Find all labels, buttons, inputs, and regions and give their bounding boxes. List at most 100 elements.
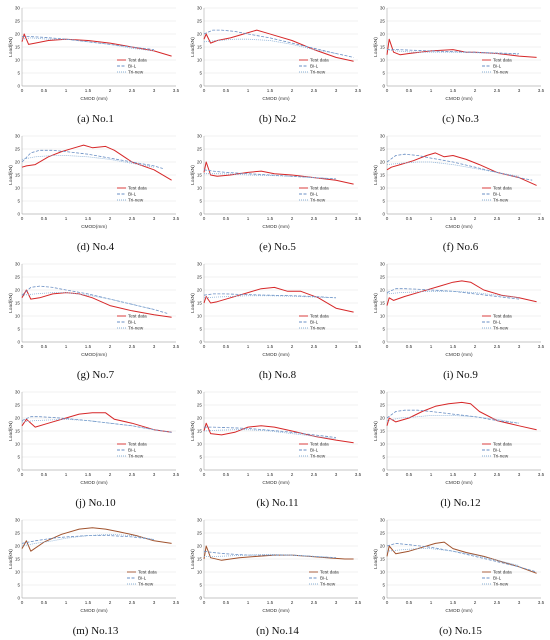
y-tick-label: 25 bbox=[380, 403, 386, 408]
x-tick-label: 1.5 bbox=[85, 216, 92, 221]
x-tick-label: 0.5 bbox=[41, 88, 48, 93]
x-tick-label: 3.5 bbox=[355, 88, 362, 93]
chart-panel: 0 5 10 15 20 25 30 0 0.5 1 1.5 2 2.5 3 3.5 CMOD (mm) Loa… bbox=[8, 386, 183, 512]
series-line-bi-l bbox=[386, 153, 533, 181]
y-axis-label: Load(kN) bbox=[373, 421, 379, 441]
y-tick-label: 30 bbox=[15, 262, 21, 267]
x-tick-label: 0 bbox=[203, 88, 206, 93]
x-tick-label: 1 bbox=[430, 216, 433, 221]
x-tick-label: 2.5 bbox=[129, 216, 136, 221]
x-tick-label: 1 bbox=[247, 600, 250, 605]
y-tick-label: 0 bbox=[382, 468, 385, 473]
x-axis-label: CMOD (mm) bbox=[262, 608, 290, 614]
y-tick-label: 20 bbox=[380, 544, 386, 549]
line-chart: 0 5 10 15 20 25 30 0 0.5 1 1.5 2 2.5 3 3.5 CMOD(mm) Load… bbox=[8, 134, 180, 230]
x-tick-label: 0.5 bbox=[223, 600, 230, 605]
series-line-tri-new bbox=[21, 533, 155, 547]
chart-panel: 0 5 10 15 20 25 30 0 0.5 1 1.5 2 2.5 3 3.5 CMOD(mm) Load… bbox=[8, 258, 183, 384]
legend-entry: Tri-new bbox=[128, 454, 144, 459]
x-tick-label: 0 bbox=[386, 216, 389, 221]
axis bbox=[21, 8, 176, 87]
x-axis-label: CMOD (mm) bbox=[445, 608, 473, 614]
y-tick-label: 15 bbox=[15, 557, 21, 562]
series-line-test-data bbox=[203, 161, 354, 185]
y-tick-label: 25 bbox=[197, 403, 203, 408]
panel-caption: (k) No.11 bbox=[256, 497, 299, 509]
legend-entry: Bi-L bbox=[310, 320, 319, 325]
panel-caption: (n) No.14 bbox=[256, 625, 299, 637]
x-axis-label: CMOD (mm) bbox=[262, 96, 290, 102]
y-tick-label: 25 bbox=[15, 19, 21, 24]
series-line-test-data bbox=[203, 545, 354, 561]
x-tick-label: 0 bbox=[386, 472, 389, 477]
y-tick-label: 20 bbox=[15, 544, 21, 549]
y-axis-label: Load(kN) bbox=[8, 37, 14, 57]
x-axis-label: CMOD (mm) bbox=[262, 352, 290, 358]
y-tick-label: 10 bbox=[380, 314, 386, 319]
legend-entry: Tri-new bbox=[493, 198, 509, 203]
legend-entry: Test data bbox=[128, 186, 147, 191]
legend-entry: Tri-new bbox=[310, 326, 326, 331]
x-axis-label: CMOD (mm) bbox=[262, 480, 290, 486]
panel-caption: (e) No.5 bbox=[259, 241, 296, 253]
y-tick-label: 25 bbox=[15, 531, 21, 536]
legend-entry: Test data bbox=[128, 314, 147, 319]
legend-entry: Test data bbox=[320, 570, 339, 575]
y-tick-label: 25 bbox=[380, 19, 386, 24]
series-line-tri-new bbox=[203, 38, 337, 54]
x-tick-label: 2 bbox=[109, 216, 112, 221]
x-tick-label: 2 bbox=[109, 344, 112, 349]
x-tick-label: 2 bbox=[291, 88, 294, 93]
line-chart: 0 5 10 15 20 25 30 0 0.5 1 1.5 2 2.5 3 3.5 CMOD (mm) Loa… bbox=[373, 134, 545, 230]
x-tick-label: 3.5 bbox=[538, 88, 545, 93]
panel-caption: (b) No.2 bbox=[258, 113, 297, 125]
y-tick-label: 25 bbox=[380, 275, 386, 280]
y-tick-label: 0 bbox=[382, 596, 385, 601]
series-line-bi-l bbox=[21, 535, 155, 544]
x-tick-label: 2.5 bbox=[129, 88, 136, 93]
y-tick-label: 0 bbox=[382, 84, 385, 89]
chart-panel: 0 5 10 15 20 25 30 0 0.5 1 1.5 2 2.5 3 3.5 CMOD (mm) Loa… bbox=[190, 514, 365, 640]
legend-entry: Test data bbox=[310, 186, 329, 191]
x-tick-label: 0.5 bbox=[406, 88, 413, 93]
x-tick-label: 1.5 bbox=[85, 88, 92, 93]
axis bbox=[203, 264, 358, 343]
axis bbox=[203, 520, 358, 599]
series-line-bi-l bbox=[386, 288, 520, 300]
axis bbox=[386, 520, 541, 599]
line-chart: 0 5 10 15 20 25 30 0 0.5 1 1.5 2 2.5 3 3.5 CMOD (mm) Loa… bbox=[373, 390, 545, 486]
series-line-bi-l bbox=[203, 29, 354, 58]
y-tick-label: 30 bbox=[197, 134, 203, 139]
x-tick-label: 0.5 bbox=[41, 472, 48, 477]
series-line-test-data bbox=[21, 289, 172, 318]
y-tick-label: 20 bbox=[15, 416, 21, 421]
x-tick-label: 2.5 bbox=[311, 216, 318, 221]
x-tick-label: 1.5 bbox=[85, 472, 92, 477]
x-tick-label: 0.5 bbox=[406, 472, 413, 477]
x-tick-label: 0 bbox=[21, 472, 24, 477]
y-tick-label: 20 bbox=[197, 416, 203, 421]
x-tick-label: 0.5 bbox=[223, 344, 230, 349]
y-tick-label: 25 bbox=[380, 531, 386, 536]
y-tick-label: 20 bbox=[197, 544, 203, 549]
x-tick-label: 3.5 bbox=[173, 344, 180, 349]
x-tick-label: 3 bbox=[153, 88, 156, 93]
y-axis-label: Load(kN) bbox=[190, 293, 196, 313]
panel-caption: (d) No.4 bbox=[76, 241, 115, 253]
x-tick-label: 3 bbox=[335, 600, 338, 605]
x-tick-label: 2 bbox=[474, 600, 477, 605]
y-tick-label: 25 bbox=[15, 275, 21, 280]
y-tick-label: 0 bbox=[17, 84, 20, 89]
x-axis-label: CMOD (mm) bbox=[262, 224, 290, 230]
line-chart: 0 5 10 15 20 25 30 0 0.5 1 1.5 2 2.5 3 3.5 CMOD (mm) Loa… bbox=[8, 390, 180, 486]
x-tick-label: 0.5 bbox=[406, 216, 413, 221]
x-tick-label: 2.5 bbox=[129, 472, 136, 477]
chart-panel: 0 5 10 15 20 25 30 0 0.5 1 1.5 2 2.5 3 3.5 CMOD (mm) Loa… bbox=[373, 386, 548, 512]
chart-panel: 0 5 10 15 20 25 30 0 0.5 1 1.5 2 2.5 3 3.5 CMOD (mm) Loa… bbox=[373, 258, 548, 384]
x-tick-label: 3.5 bbox=[173, 216, 180, 221]
y-tick-label: 0 bbox=[17, 596, 20, 601]
y-tick-label: 5 bbox=[199, 199, 202, 204]
panel-caption: (a) No.1 bbox=[77, 113, 114, 125]
y-tick-label: 10 bbox=[15, 58, 21, 63]
y-tick-label: 0 bbox=[382, 340, 385, 345]
